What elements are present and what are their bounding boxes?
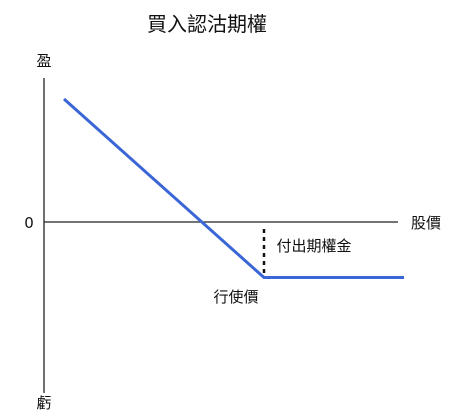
- y-axis-bottom-label: 虧: [36, 394, 51, 412]
- chart-title: 買入認沽期權: [147, 12, 267, 36]
- x-axis-label: 股價: [411, 214, 441, 232]
- y-axis-top-label: 盈: [36, 52, 51, 70]
- zero-label: 0: [24, 214, 34, 232]
- payoff-line: [63, 97, 404, 279]
- strike-price-label: 行使價: [213, 288, 258, 306]
- premium-paid-label: 付出期權金: [276, 237, 351, 255]
